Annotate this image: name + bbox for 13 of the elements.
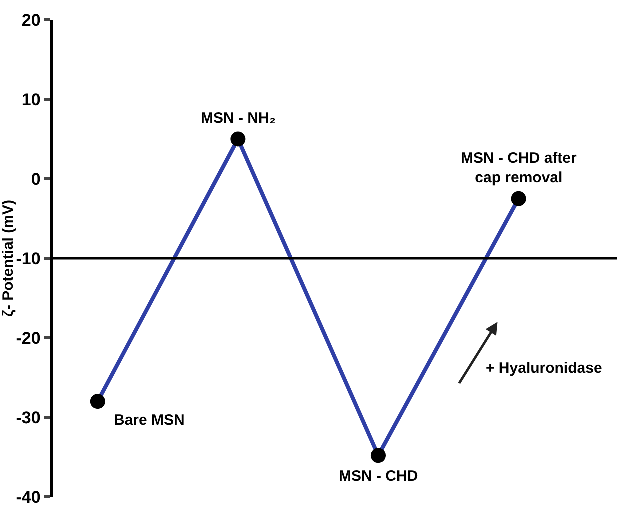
y-tick-label: 0 — [31, 170, 41, 189]
y-tick-label: -40 — [16, 488, 41, 507]
y-tick-label: 20 — [22, 10, 41, 30]
annotation: + Hyaluronidase — [486, 360, 602, 377]
y-tick-label: -10 — [16, 249, 41, 268]
annotation: MSN - NH₂ — [201, 110, 276, 127]
annotation: MSN - CHD after cap removal — [461, 150, 577, 186]
y-tick-label: -20 — [16, 328, 41, 348]
annotation: MSN - CHD — [339, 468, 418, 485]
annotation: Bare MSN — [114, 412, 185, 429]
y-axis-title: ζ- Potential (mV) — [0, 200, 17, 317]
y-tick-label: -30 — [16, 408, 41, 428]
y-tick-label: 10 — [22, 90, 41, 110]
